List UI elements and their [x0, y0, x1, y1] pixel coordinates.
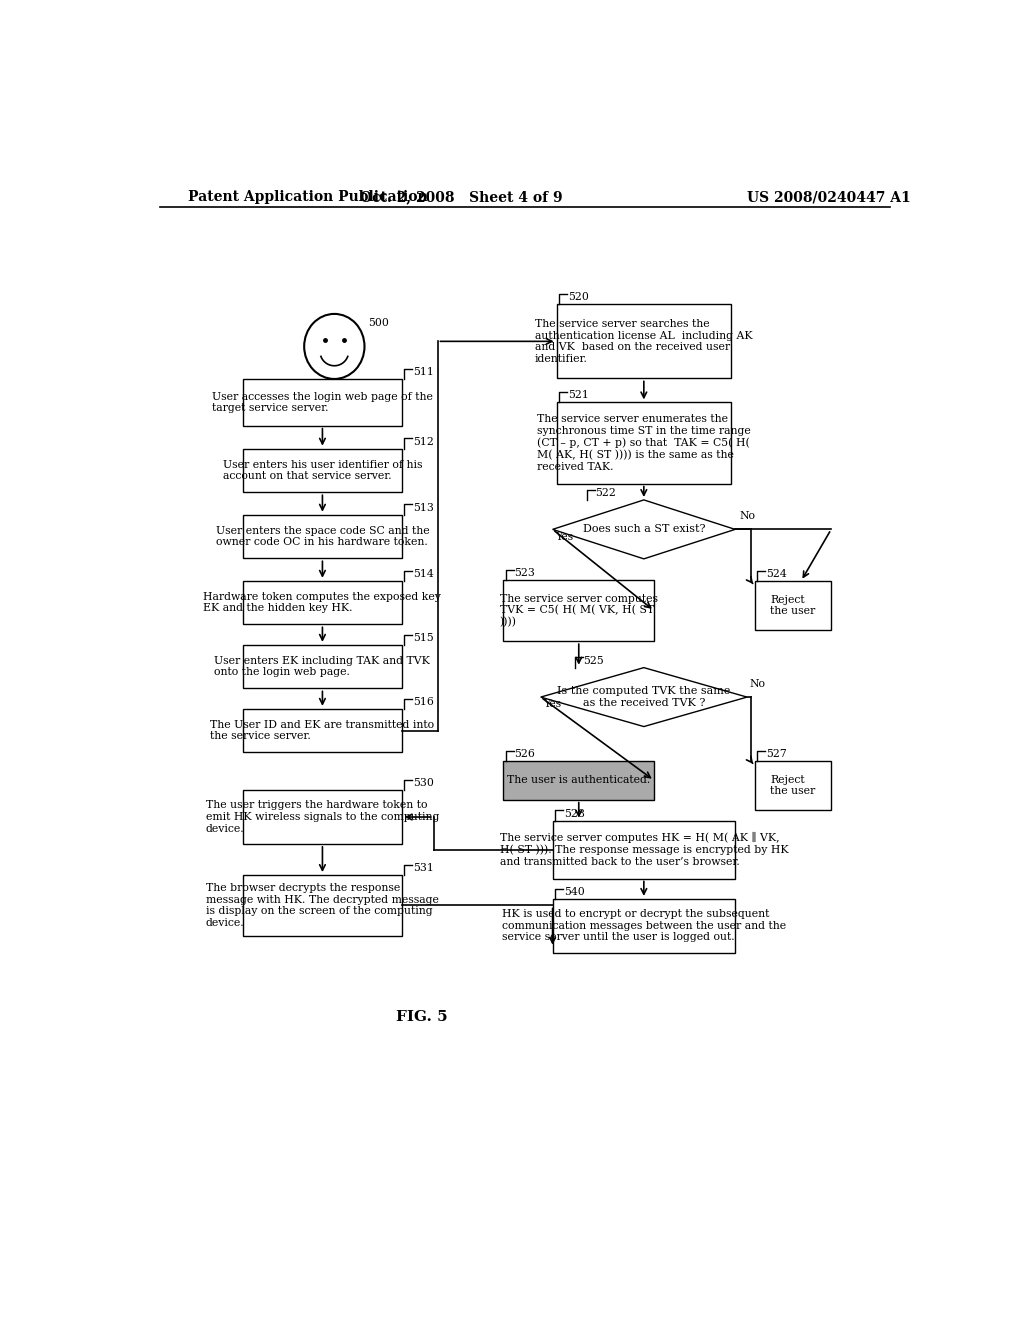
Text: Yes: Yes: [555, 532, 573, 541]
Text: 521: 521: [567, 391, 589, 400]
Text: US 2008/0240447 A1: US 2008/0240447 A1: [748, 190, 910, 205]
Text: Patent Application Publication: Patent Application Publication: [187, 190, 427, 205]
Text: User enters the space code SC and the
owner code OC in his hardware token.: User enters the space code SC and the ow…: [216, 525, 429, 548]
Text: Oct. 2, 2008   Sheet 4 of 9: Oct. 2, 2008 Sheet 4 of 9: [360, 190, 562, 205]
Text: No: No: [739, 511, 755, 521]
FancyBboxPatch shape: [243, 449, 401, 492]
Text: 528: 528: [563, 809, 585, 818]
Text: 523: 523: [514, 568, 536, 578]
Text: Reject
the user: Reject the user: [770, 775, 816, 796]
Text: 514: 514: [413, 569, 433, 578]
Text: FIG. 5: FIG. 5: [396, 1010, 447, 1024]
Text: Reject
the user: Reject the user: [770, 595, 816, 616]
Text: 525: 525: [584, 656, 604, 665]
Text: 524: 524: [766, 569, 786, 579]
Text: The browser decrypts the response
message with HK. The decrypted message
is disp: The browser decrypts the response messag…: [206, 883, 439, 928]
Text: User enters his user identifier of his
account on that service server.: User enters his user identifier of his a…: [222, 459, 422, 482]
Text: 527: 527: [766, 748, 786, 759]
Text: User accesses the login web page of the
target service server.: User accesses the login web page of the …: [212, 392, 433, 413]
Text: Yes: Yes: [543, 700, 561, 709]
FancyBboxPatch shape: [504, 762, 654, 800]
FancyBboxPatch shape: [557, 403, 731, 483]
FancyBboxPatch shape: [557, 304, 731, 379]
FancyBboxPatch shape: [504, 581, 654, 642]
Text: The service server searches the
authentication license AL  including AK
and VK  : The service server searches the authenti…: [535, 319, 753, 364]
Text: The user triggers the hardware token to
emit HK wireless signals to the computin: The user triggers the hardware token to …: [206, 800, 439, 834]
Text: No: No: [750, 678, 765, 689]
Text: 513: 513: [413, 503, 434, 512]
FancyBboxPatch shape: [553, 821, 735, 879]
Text: The service server computes
TVK = C5( H( M( VK, H( ST
)))): The service server computes TVK = C5( H(…: [500, 594, 657, 628]
Text: 512: 512: [413, 437, 434, 446]
Text: Does such a ST exist?: Does such a ST exist?: [583, 524, 706, 535]
FancyBboxPatch shape: [243, 379, 401, 426]
FancyBboxPatch shape: [553, 899, 735, 953]
FancyBboxPatch shape: [243, 791, 401, 843]
Text: 522: 522: [595, 488, 616, 498]
FancyBboxPatch shape: [243, 644, 401, 689]
FancyBboxPatch shape: [755, 762, 831, 810]
FancyBboxPatch shape: [243, 581, 401, 624]
Text: The service server computes HK = H( M( AK ∥ VK,
H( ST ))). The response message : The service server computes HK = H( M( A…: [500, 832, 788, 867]
Text: 516: 516: [413, 697, 434, 706]
Text: HK is used to encrypt or decrypt the subsequent
communication messages between t: HK is used to encrypt or decrypt the sub…: [502, 909, 785, 942]
Text: User enters EK including TAK and TVK
onto the login web page.: User enters EK including TAK and TVK ont…: [214, 656, 430, 677]
Text: 520: 520: [567, 292, 589, 302]
Text: 526: 526: [514, 748, 536, 759]
Text: 530: 530: [413, 777, 434, 788]
FancyBboxPatch shape: [243, 709, 401, 752]
FancyBboxPatch shape: [243, 875, 401, 936]
Text: 511: 511: [413, 367, 434, 378]
Text: The user is authenticated.: The user is authenticated.: [507, 775, 650, 785]
Text: 515: 515: [413, 632, 433, 643]
Text: 540: 540: [563, 887, 585, 896]
Text: The User ID and EK are transmitted into
the service server.: The User ID and EK are transmitted into …: [210, 719, 434, 742]
Text: Is the computed TVK the same
as the received TVK ?: Is the computed TVK the same as the rece…: [557, 686, 730, 708]
Polygon shape: [541, 668, 748, 726]
Polygon shape: [553, 500, 735, 558]
Text: 500: 500: [368, 318, 388, 329]
Text: Hardware token computes the exposed key
EK and the hidden key HK.: Hardware token computes the exposed key …: [204, 591, 441, 614]
FancyBboxPatch shape: [755, 581, 831, 630]
Text: 531: 531: [413, 863, 434, 873]
FancyBboxPatch shape: [243, 515, 401, 558]
Text: The service server enumerates the
synchronous time ST in the time range
(CT – p,: The service server enumerates the synchr…: [537, 414, 751, 471]
